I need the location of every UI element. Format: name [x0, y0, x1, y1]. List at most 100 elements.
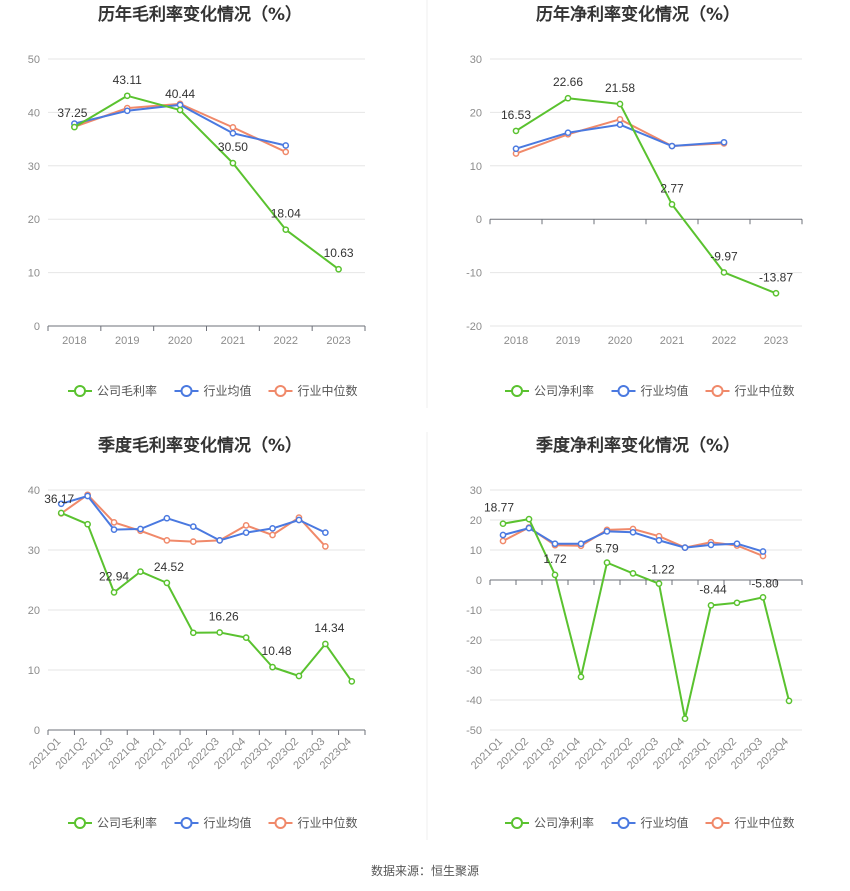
data-point-company[interactable] [282, 226, 290, 234]
legend-item-avg[interactable]: 行业均值 [174, 815, 252, 830]
legend-item-company[interactable]: 公司净利率 [505, 383, 594, 398]
data-point-company[interactable] [564, 94, 572, 102]
data-point-avg[interactable] [269, 525, 276, 532]
data-point-median[interactable] [269, 531, 276, 539]
data-point-company[interactable] [335, 265, 342, 273]
data-point-avg[interactable] [733, 540, 741, 548]
data-point-company[interactable] [322, 640, 329, 648]
data-point-avg[interactable] [655, 537, 663, 544]
legend-item-avg[interactable]: 行业均值 [174, 383, 252, 398]
data-point-avg[interactable] [123, 107, 131, 115]
data-point-company[interactable] [707, 601, 715, 609]
data-point-company[interactable] [603, 559, 611, 566]
data-point-avg[interactable] [137, 525, 144, 533]
data-point-avg[interactable] [525, 524, 533, 532]
data-point-median[interactable] [229, 124, 237, 131]
legend-item-avg[interactable]: 行业均值 [611, 815, 689, 830]
data-point-avg[interactable] [564, 129, 572, 137]
x-tick-label: 2023 [326, 335, 350, 347]
data-point-avg[interactable] [603, 528, 611, 535]
data-point-avg[interactable] [512, 145, 520, 153]
legend-item-median[interactable]: 行业中位数 [705, 815, 795, 830]
data-point-company[interactable] [176, 106, 184, 114]
data-point-avg[interactable] [720, 138, 728, 146]
data-point-avg[interactable] [759, 548, 767, 555]
data-point-company[interactable] [772, 289, 780, 297]
data-point-avg[interactable] [229, 129, 237, 137]
legend-item-median[interactable]: 行业中位数 [268, 815, 358, 830]
data-point-avg[interactable] [110, 526, 118, 533]
legend-item-company[interactable]: 公司毛利率 [68, 383, 157, 398]
data-point-company[interactable] [84, 520, 91, 528]
legend-marker [511, 817, 523, 829]
x-tick-label: 2018 [62, 335, 86, 347]
data-point-company[interactable] [759, 594, 767, 601]
data-point-company[interactable] [525, 515, 533, 523]
data-point-company[interactable] [269, 663, 276, 671]
data-point-company[interactable] [499, 520, 507, 528]
data-point-avg[interactable] [616, 121, 624, 129]
legend-marker [74, 385, 86, 397]
data-point-median[interactable] [499, 537, 507, 545]
data-point-company[interactable] [71, 123, 78, 131]
data-point-median[interactable] [322, 543, 329, 550]
data-point-company[interactable] [110, 589, 118, 596]
data-point-company[interactable] [655, 580, 663, 588]
data-point-avg[interactable] [707, 541, 715, 549]
data-point-avg[interactable] [629, 528, 637, 536]
data-point-avg[interactable] [216, 537, 224, 544]
data-point-company[interactable] [785, 697, 793, 705]
legend-item-company[interactable]: 公司净利率 [505, 815, 594, 830]
y-tick-label: 10 [470, 161, 482, 173]
data-point-avg[interactable] [551, 540, 559, 548]
data-point-company[interactable] [123, 92, 131, 100]
data-point-company[interactable] [512, 127, 520, 135]
data-point-avg[interactable] [668, 142, 676, 150]
data-point-median[interactable] [110, 519, 118, 526]
data-point-company[interactable] [720, 269, 728, 276]
data-point-avg[interactable] [57, 500, 65, 508]
data-point-company[interactable] [551, 571, 559, 579]
data-point-median[interactable] [616, 115, 624, 123]
data-point-avg[interactable] [242, 529, 250, 536]
legend-item-company[interactable]: 公司毛利率 [68, 815, 157, 830]
legend-item-median[interactable]: 行业中位数 [705, 383, 795, 398]
data-point-avg[interactable] [295, 516, 303, 524]
legend-label: 行业均值 [641, 383, 689, 398]
data-point-company[interactable] [242, 634, 250, 641]
data-point-company[interactable] [668, 201, 676, 208]
data-point-avg[interactable] [282, 142, 290, 149]
data-point-avg[interactable] [322, 529, 329, 536]
data-point-company[interactable] [216, 629, 224, 636]
data-point-avg[interactable] [189, 523, 197, 530]
data-point-avg[interactable] [499, 531, 507, 539]
data-point-company[interactable] [295, 672, 303, 680]
data-point-company[interactable] [616, 100, 624, 108]
legend-label: 公司毛利率 [97, 383, 157, 398]
data-point-avg[interactable] [577, 540, 585, 548]
y-tick-label: 30 [28, 545, 40, 557]
data-point-avg[interactable] [681, 544, 689, 551]
data-point-median[interactable] [163, 537, 171, 544]
data-point-company[interactable] [681, 715, 689, 722]
data-point-company[interactable] [137, 568, 144, 575]
data-point-median[interactable] [189, 538, 197, 545]
data-point-company[interactable] [57, 509, 65, 517]
data-point-avg[interactable] [163, 514, 171, 522]
legend-item-median[interactable]: 行业中位数 [268, 383, 358, 398]
data-point-company[interactable] [163, 579, 171, 587]
data-point-company[interactable] [629, 570, 637, 577]
data-point-company[interactable] [189, 629, 197, 637]
data-point-company[interactable] [577, 673, 585, 681]
data-point-avg[interactable] [84, 492, 91, 500]
data-point-median[interactable] [242, 522, 250, 529]
data-point-company[interactable] [229, 159, 237, 167]
data-point-company[interactable] [348, 678, 356, 685]
legend-label: 行业中位数 [298, 815, 358, 830]
data-point-company[interactable] [733, 599, 741, 607]
legend-item-avg[interactable]: 行业均值 [611, 383, 689, 398]
legend-label: 公司净利率 [534, 383, 594, 398]
data-point-median[interactable] [282, 148, 290, 156]
legend-marker [180, 817, 193, 829]
y-tick-label: 40 [28, 485, 40, 497]
